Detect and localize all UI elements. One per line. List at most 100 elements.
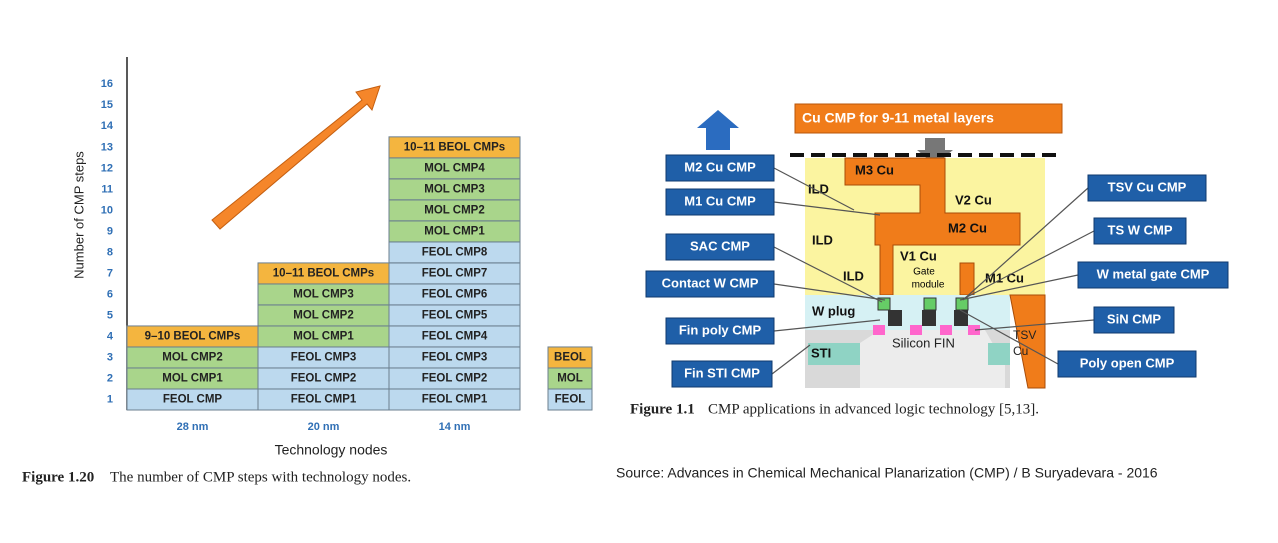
fin-base: [860, 330, 1005, 388]
callout-label: M1 Cu CMP: [684, 193, 756, 208]
x-tick-label: 28 nm: [177, 421, 209, 433]
legend-label: BEOL: [554, 352, 586, 364]
y-tick-label: 3: [107, 351, 113, 363]
m2-label: M2 Cu: [948, 220, 987, 235]
source-note: Source: Advances in Chemical Mechanical …: [616, 465, 1158, 481]
callout: Fin poly CMP: [665, 317, 775, 345]
leader-line: [962, 187, 1089, 301]
block-label: MOL CMP1: [293, 330, 354, 342]
caption-text: CMP applications in advanced logic techn…: [708, 401, 1039, 417]
gate: [954, 310, 968, 326]
leader-line: [773, 167, 855, 211]
x-tick-label: 20 nm: [308, 421, 340, 433]
callout-box: [645, 270, 775, 298]
legend-swatch: [547, 346, 593, 369]
block-label: MOL CMP2: [162, 352, 223, 364]
banner-text: Cu CMP for 9-11 metal layers: [802, 110, 994, 126]
callout-box: [1093, 217, 1187, 245]
segment: [258, 283, 389, 347]
callout-box: [665, 233, 775, 261]
callout-label: Poly open CMP: [1080, 355, 1175, 370]
fin-top: [873, 325, 885, 335]
v2-label: V2 Cu: [955, 192, 992, 207]
gate-module-label: module: [912, 280, 945, 291]
caption-text: The number of CMP steps with technology …: [110, 469, 411, 485]
block-label: FEOL CMP7: [422, 267, 488, 279]
block-label: FEOL CMP8: [422, 246, 488, 258]
x-tick-label: 14 nm: [439, 421, 471, 433]
fin-top: [940, 325, 952, 335]
leader-line: [771, 344, 811, 375]
callout: TSV Cu CMP: [1087, 174, 1207, 202]
callout-label: Fin poly CMP: [679, 322, 762, 337]
callout-box: [665, 188, 775, 216]
banner-box: [794, 103, 1063, 134]
segment: [258, 346, 389, 410]
leader-line: [974, 319, 1095, 331]
callout-label: SiN CMP: [1107, 311, 1162, 326]
w-plug-label: W plug: [812, 303, 855, 318]
leader-line: [773, 246, 883, 303]
y-tick-label: 5: [107, 309, 113, 321]
callout-label: SAC CMP: [690, 238, 750, 253]
block-outline: [388, 136, 521, 159]
block-label: FEOL CMP3: [422, 352, 488, 364]
block-label: 10–11 BEOL CMPs: [404, 141, 505, 153]
fin-top: [968, 325, 980, 335]
callout-label: Contact W CMP: [662, 275, 759, 290]
fin-label: Silicon FIN: [892, 335, 955, 350]
segment: [127, 388, 258, 410]
block-label: MOL CMP1: [162, 373, 223, 385]
ild-label: ILD: [808, 181, 829, 196]
y-tick-label: 7: [107, 267, 113, 279]
leader-line: [959, 274, 1079, 301]
ild-label: ILD: [812, 232, 833, 247]
callout: SiN CMP: [1093, 306, 1175, 334]
y-tick-label: 16: [101, 78, 113, 90]
leader-line: [773, 283, 886, 301]
callout: Poly open CMP: [1057, 350, 1197, 378]
tsv-label: Cu: [1013, 344, 1028, 358]
fin-top: [910, 325, 922, 335]
block-label: MOL CMP3: [293, 288, 354, 300]
callout-box: [665, 317, 775, 345]
callout-label: TS W CMP: [1108, 222, 1173, 237]
block-label: FEOL CMP1: [422, 394, 488, 406]
tsv: [1009, 294, 1046, 389]
w-plug: [923, 297, 937, 311]
sti-label: STI: [811, 345, 831, 360]
callout-box: [665, 154, 775, 182]
callout: M1 Cu CMP: [665, 188, 775, 216]
v1-label: V1 Cu: [900, 248, 937, 263]
trend-arrow: [211, 85, 381, 230]
y-tick-label: 6: [107, 288, 113, 300]
segment: [127, 325, 258, 347]
block-label: MOL CMP3: [424, 183, 485, 195]
gray-arrow: [917, 138, 953, 165]
block-label: MOL CMP2: [293, 309, 354, 321]
m3-label: M3 Cu: [855, 162, 894, 177]
callout: Contact W CMP: [645, 270, 775, 298]
block-label: FEOL CMP4: [422, 330, 488, 342]
leader-line: [959, 309, 1059, 365]
legend-label: MOL: [557, 373, 583, 385]
leader-line: [773, 319, 881, 332]
callout-label: W metal gate CMP: [1097, 266, 1210, 281]
gate: [888, 310, 902, 326]
leader-line: [773, 201, 881, 216]
callout-box: [1057, 350, 1197, 378]
y-tick-label: 8: [107, 246, 113, 258]
gate: [922, 310, 936, 326]
callout-label: Fin STI CMP: [684, 365, 760, 380]
block-label: FEOL CMP: [163, 394, 223, 406]
callout: W metal gate CMP: [1077, 261, 1229, 289]
sti-box-right: [988, 343, 1010, 365]
y-tick-label: 2: [107, 372, 113, 384]
y-axis-title: Number of CMP steps: [71, 151, 86, 279]
callout-label: TSV Cu CMP: [1108, 179, 1187, 194]
callout-box: [671, 360, 773, 388]
x-axis-title: Technology nodes: [275, 442, 388, 458]
y-tick-label: 15: [101, 99, 113, 111]
leader-line: [964, 230, 1095, 299]
